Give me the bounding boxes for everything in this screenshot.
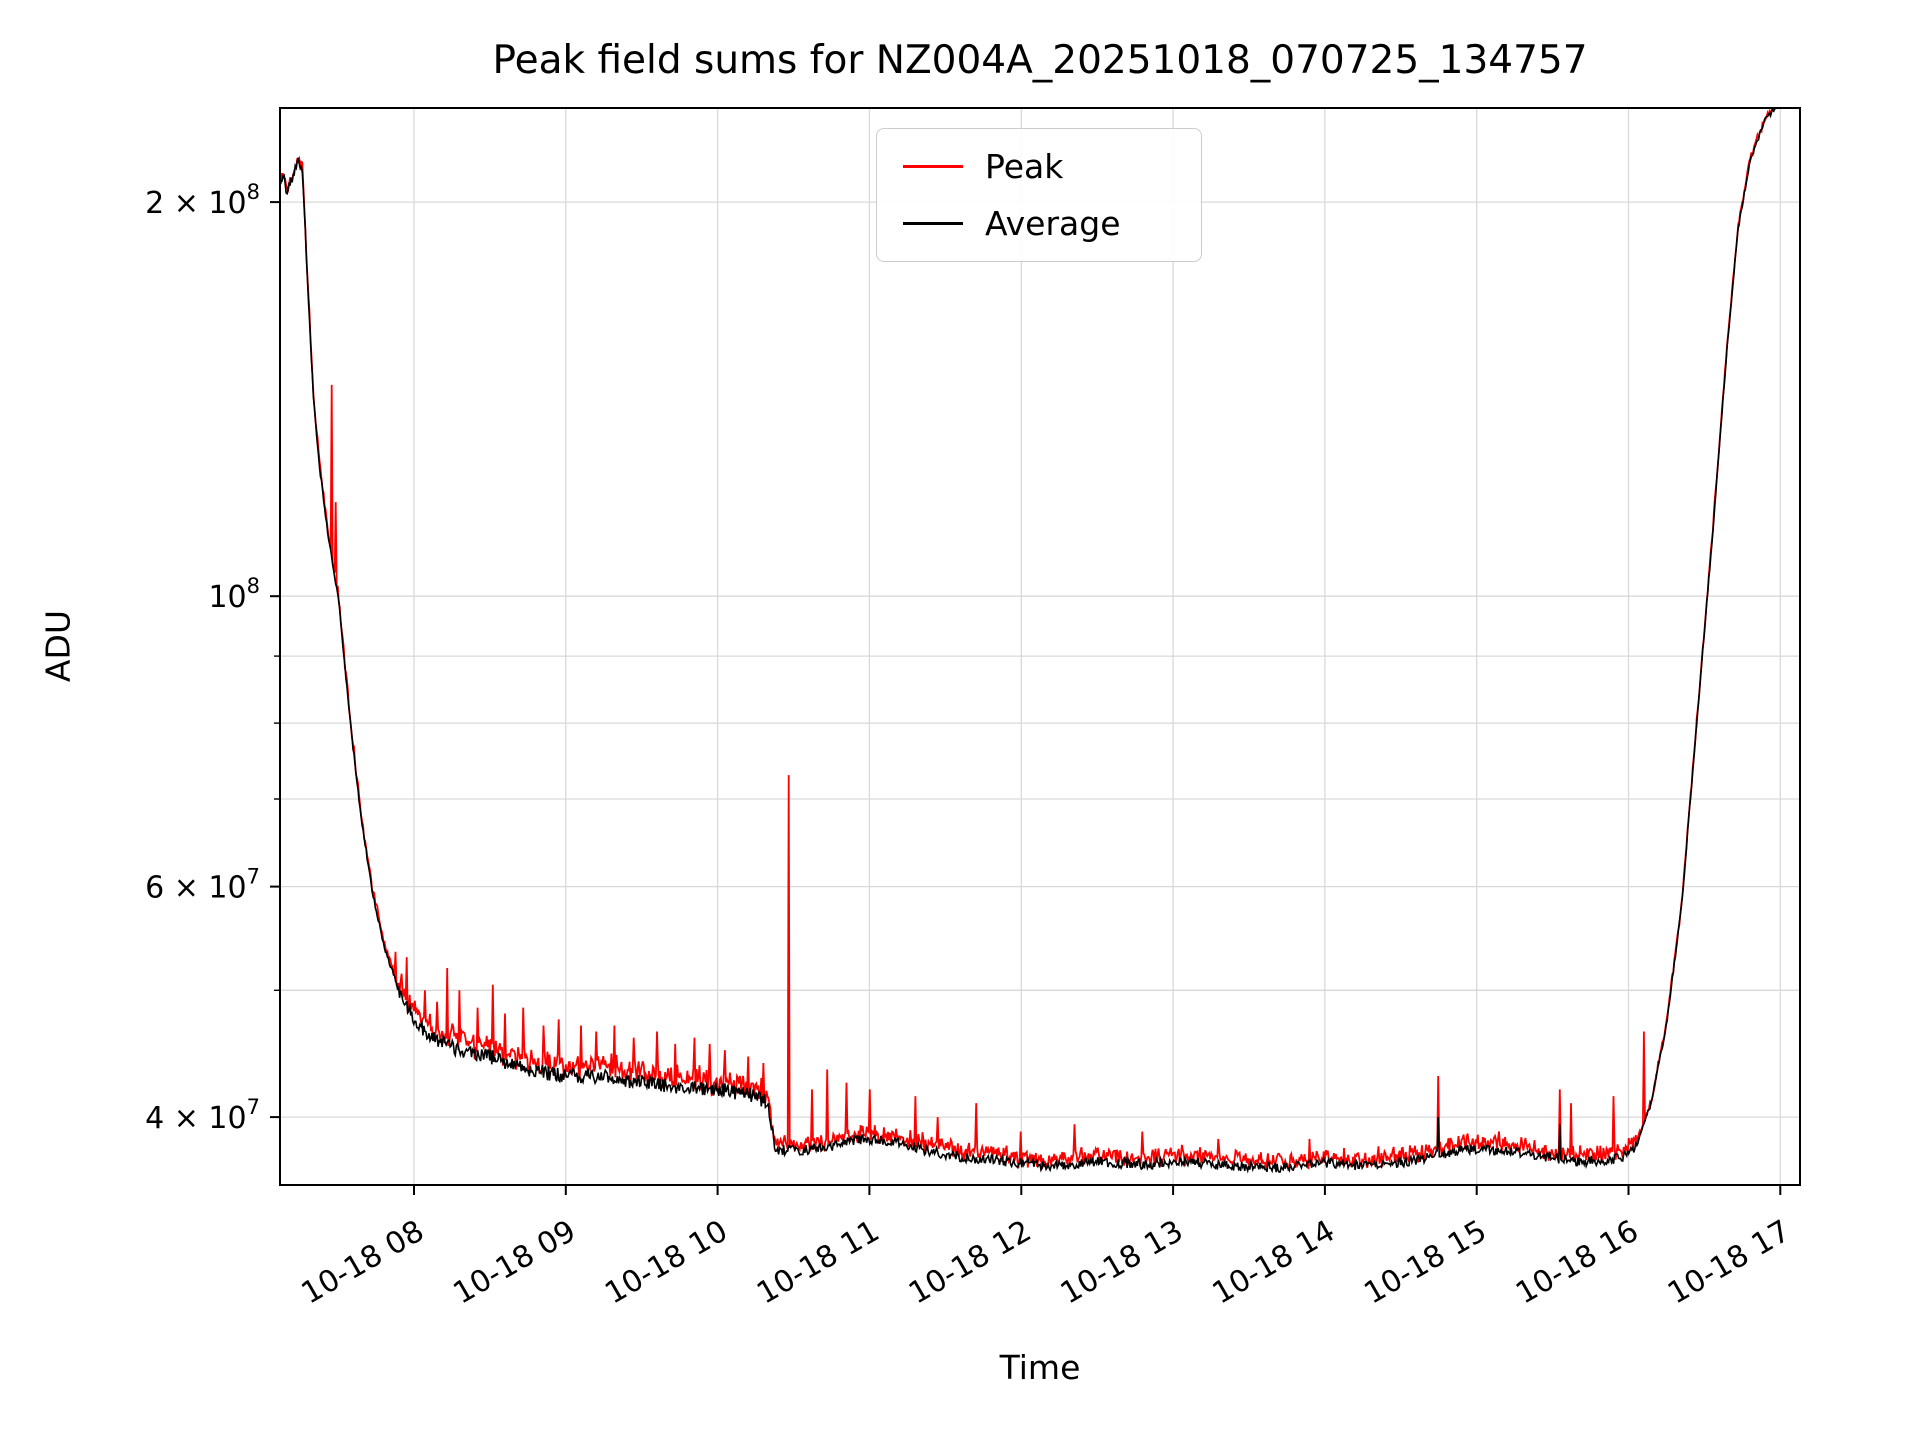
legend-label-average: Average (985, 204, 1121, 243)
chart-title: Peak field sums for NZ004A_20251018_0707… (492, 38, 1588, 83)
legend: Peak Average (876, 128, 1202, 262)
svg-text:2 × 108: 2 × 108 (145, 180, 260, 221)
legend-item-peak: Peak (903, 147, 1175, 186)
legend-item-average: Average (903, 204, 1175, 243)
svg-text:6 × 107: 6 × 107 (145, 865, 260, 906)
svg-text:10-18 13: 10-18 13 (1055, 1214, 1189, 1312)
svg-text:10-18 11: 10-18 11 (751, 1214, 885, 1312)
average-series-line (280, 108, 1779, 1174)
svg-text:10-18 10: 10-18 10 (599, 1214, 733, 1312)
tick-marks (270, 201, 1782, 1195)
svg-text:10-18 12: 10-18 12 (903, 1214, 1037, 1312)
svg-text:108: 108 (208, 574, 260, 615)
svg-text:10-18 08: 10-18 08 (296, 1214, 430, 1312)
x-axis-label: Time (999, 1348, 1081, 1387)
svg-text:10-18 14: 10-18 14 (1207, 1214, 1341, 1312)
svg-text:10-18 09: 10-18 09 (447, 1214, 581, 1312)
series-lines (280, 108, 1779, 1174)
legend-line-average (903, 222, 963, 225)
svg-text:10-18 15: 10-18 15 (1358, 1214, 1492, 1312)
svg-text:10-18 17: 10-18 17 (1662, 1214, 1796, 1312)
gridlines (280, 108, 1800, 1185)
svg-text:10-18 16: 10-18 16 (1510, 1214, 1644, 1312)
axes-spines (279, 107, 1801, 1186)
legend-label-peak: Peak (985, 147, 1064, 186)
svg-text:4 × 107: 4 × 107 (145, 1095, 260, 1136)
legend-line-peak (903, 165, 963, 168)
tick-labels: 10-18 08 10-18 09 10-18 10 10-18 11 10-18 12… (145, 180, 1796, 1311)
